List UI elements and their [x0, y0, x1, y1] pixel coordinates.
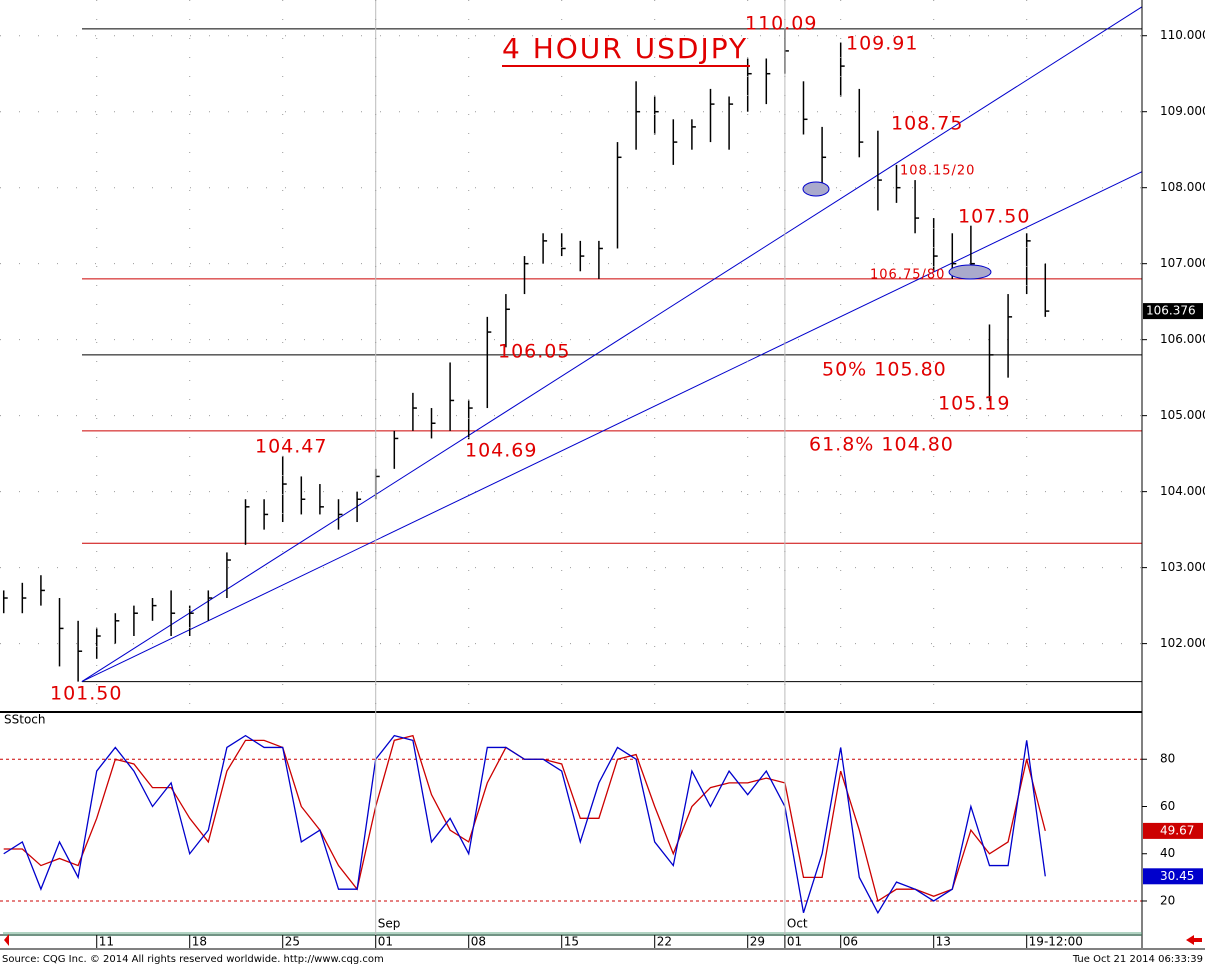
x-tick-label: 25: [285, 935, 300, 949]
y-tick-label: 104.000: [1160, 484, 1205, 498]
value-label-box: [1143, 868, 1203, 885]
annotation: 108.75: [891, 113, 963, 135]
x-tick-label: 18: [192, 935, 207, 949]
highlight-ellipse: [802, 181, 830, 197]
chart-title: 4 HOUR USDJPY: [502, 32, 748, 65]
axis-strip: [3, 932, 1142, 936]
y-tick-label: 109.000: [1160, 104, 1205, 118]
value-label: 49.67: [1160, 823, 1194, 837]
annotation: 110.09: [745, 13, 817, 35]
annotation: 105.19: [938, 393, 1010, 415]
x-tick-label: 01: [378, 935, 393, 949]
stoch-title: SStoch: [4, 713, 45, 727]
timestamp: Tue Oct 21 2014 06:33:39: [1072, 954, 1203, 965]
trendline: [81, 171, 1143, 683]
value-label: 30.45: [1160, 869, 1194, 883]
x-tick-label: 29: [750, 935, 765, 949]
y-tick-label: 102.000: [1160, 636, 1205, 650]
x-tick-label: 22: [657, 935, 672, 949]
annotation: 104.47: [255, 436, 327, 458]
last-price-label: 106.376: [1146, 304, 1196, 318]
annotation: 104.69: [465, 440, 537, 462]
y-tick-label: 60: [1160, 799, 1175, 813]
y-tick-label: 107.000: [1160, 256, 1205, 270]
annotation: 109.91: [846, 33, 918, 55]
scroll-arrow[interactable]: [1186, 935, 1202, 945]
scroll-left[interactable]: [4, 934, 9, 946]
y-tick-label: 103.000: [1160, 560, 1205, 574]
last-price-box: [1143, 303, 1203, 320]
x-tick-label: 01: [787, 935, 802, 949]
x-tick-label: 08: [471, 935, 486, 949]
y-tick-label: 110.000: [1160, 28, 1205, 42]
value-label-box: [1143, 822, 1203, 839]
month-label: Oct: [787, 917, 808, 931]
annotation: 108.15/20: [900, 164, 975, 179]
y-tick-label: 20: [1160, 893, 1175, 907]
y-tick-label: 108.000: [1160, 180, 1205, 194]
y-tick-label: 40: [1160, 846, 1175, 860]
x-tick-label: 11: [99, 935, 114, 949]
x-tick-label: 19-12:00: [1029, 935, 1083, 949]
source: Source: CQG Inc. © 2014 All rights reser…: [2, 954, 384, 965]
y-tick-label: 106.000: [1160, 332, 1205, 346]
annotation: 106.75/80: [870, 268, 945, 283]
price-panel: 102.000 103.000 104.000 105.000 106.000 107.0…: [0, 6, 1205, 705]
annotation: 107.50: [958, 206, 1030, 228]
annotation: 106.05: [498, 341, 570, 363]
stoch-panel: 20 40 60 80 49.67 30.45: [0, 734, 1203, 915]
annotation: 101.50: [50, 683, 122, 705]
month-label: Sep: [378, 917, 401, 931]
y-tick-label: 105.000: [1160, 408, 1205, 422]
stoch-line: [3, 734, 1046, 915]
annotation: 50% 105.80: [822, 359, 947, 381]
x-tick-label: 13: [936, 935, 951, 949]
x-tick-label: 06: [843, 935, 858, 949]
y-tick-label: 80: [1160, 752, 1175, 766]
trendline: [81, 6, 1143, 683]
x-tick-label: 15: [564, 935, 579, 949]
annotation: 61.8% 104.80: [809, 434, 954, 456]
highlight-ellipse: [948, 264, 992, 280]
